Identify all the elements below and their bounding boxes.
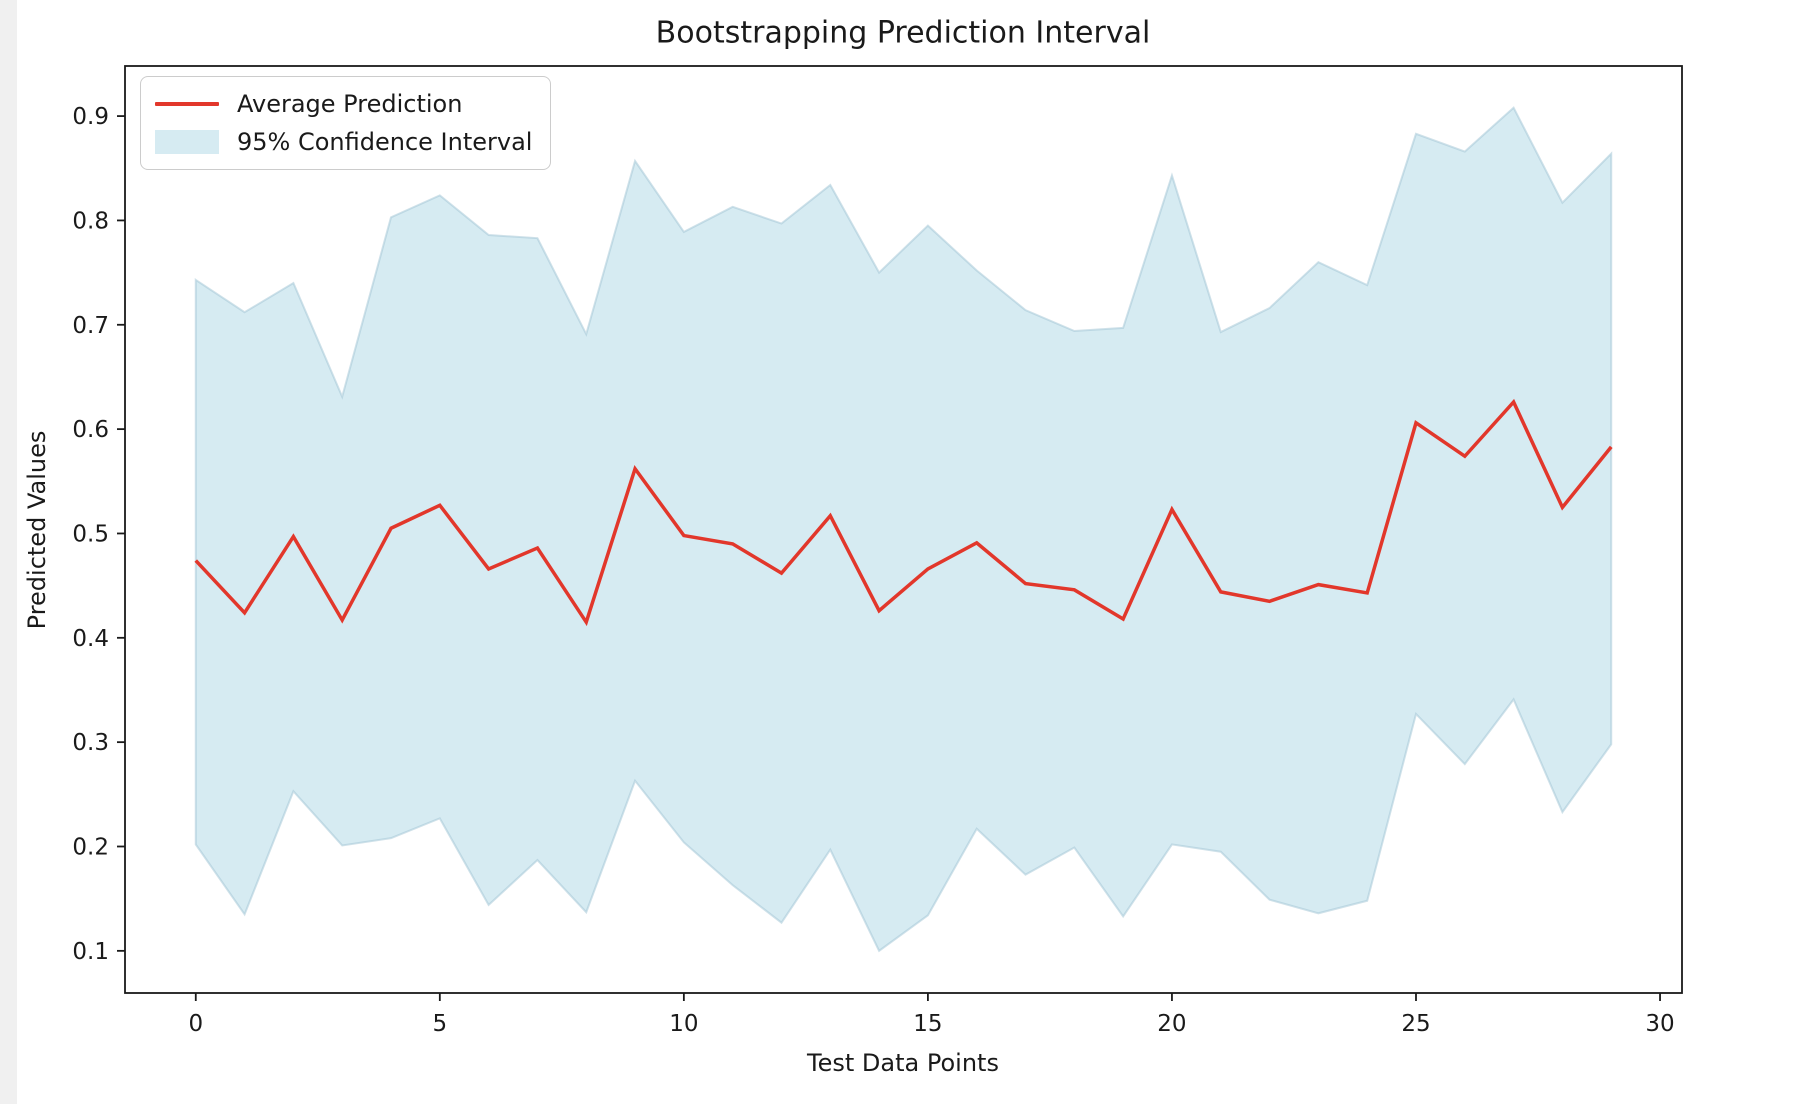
y-tick-label: 0.4 [72, 626, 109, 652]
legend: Average Prediction 95% Confidence Interv… [140, 76, 552, 170]
y-tick-label: 0.8 [72, 208, 109, 234]
x-axis-label: Test Data Points [807, 1049, 999, 1077]
legend-label-average-prediction: Average Prediction [237, 90, 463, 118]
y-tick-label: 0.3 [72, 730, 109, 756]
x-tick-label: 15 [913, 1011, 942, 1037]
x-tick-label: 25 [1401, 1011, 1430, 1037]
legend-line-swatch [155, 102, 219, 106]
y-axis-label: Predicted Values [23, 430, 51, 630]
y-tick-label: 0.2 [72, 834, 109, 860]
confidence-band [194, 106, 1613, 953]
y-tick-label: 0.6 [72, 417, 109, 443]
x-tick-label: 20 [1157, 1011, 1186, 1037]
chart-title: Bootstrapping Prediction Interval [655, 15, 1151, 51]
legend-patch-swatch-wrap [155, 130, 219, 154]
y-tick-label: 0.1 [72, 939, 109, 965]
average-prediction-line [194, 398, 1613, 627]
legend-patch-swatch [155, 130, 219, 154]
y-tick-label: 0.9 [72, 104, 109, 130]
x-tick-label: 10 [669, 1011, 698, 1037]
left-gray-strip [0, 0, 17, 1104]
x-tick-label: 0 [188, 1011, 203, 1037]
plot-frame [124, 65, 1683, 994]
legend-line-swatch-wrap [155, 102, 219, 106]
y-tick-label: 0.7 [72, 313, 109, 339]
legend-entry-confidence-interval: 95% Confidence Interval [155, 125, 532, 159]
x-tick-label: 5 [432, 1011, 447, 1037]
y-tick-label: 0.5 [72, 521, 109, 547]
legend-entry-average-prediction: Average Prediction [155, 87, 532, 121]
x-tick-label: 30 [1645, 1011, 1674, 1037]
legend-label-confidence-interval: 95% Confidence Interval [237, 128, 533, 156]
